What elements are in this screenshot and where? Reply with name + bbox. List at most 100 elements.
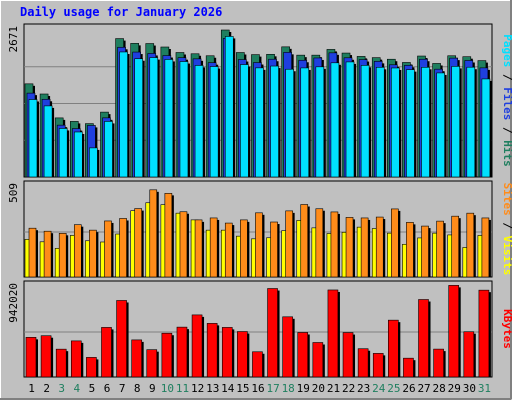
bar-kbytes-day-27	[418, 299, 429, 378]
bar-kbytes-day-8	[131, 339, 142, 378]
bar-pages-day-6	[104, 121, 113, 178]
bar-sites-day-10	[164, 193, 173, 278]
bar-pages-day-26	[406, 69, 415, 178]
bar-sites-day-12	[194, 219, 203, 278]
bar-kbytes-day-11	[176, 326, 188, 378]
bar-pages-day-16	[255, 67, 264, 178]
bar-kbytes-day-23	[357, 348, 369, 378]
bar-kbytes-day-1	[25, 337, 37, 378]
bar-sites-day-15	[240, 219, 248, 278]
chart-title: Daily usage for January 2026	[20, 5, 222, 19]
bar-kbytes-day-5	[86, 357, 97, 378]
panel-kbytes: 942020 KBytes	[7, 280, 512, 378]
bar-kbytes-day-19	[297, 332, 309, 378]
bar-pages-day-17	[270, 65, 279, 178]
bar-kbytes-day-25	[388, 319, 399, 378]
x-label-day-4: 4	[74, 382, 81, 395]
bar-sites-day-7	[119, 218, 127, 278]
bar-sites-day-21	[330, 211, 339, 278]
x-label-day-31: 31	[478, 382, 491, 395]
bar-pages-day-1	[28, 99, 38, 178]
bar-sites-day-6	[104, 220, 112, 278]
x-label-day-24: 24	[372, 382, 386, 395]
x-label-day-30: 30	[463, 382, 476, 395]
x-label-day-23: 23	[357, 382, 370, 395]
bar-sites-day-14	[224, 222, 233, 278]
bar-kbytes-day-17	[267, 288, 278, 378]
bar-pages-day-20	[315, 66, 325, 178]
bar-kbytes-day-24	[372, 353, 384, 378]
legend-item: Files	[501, 87, 512, 120]
x-label-day-17: 17	[266, 382, 279, 395]
bar-pages-day-25	[391, 67, 400, 178]
x-label-day-8: 8	[134, 382, 141, 395]
bar-sites-day-17	[270, 221, 278, 278]
bar-pages-day-12	[194, 65, 204, 178]
bar-kbytes-day-31	[478, 289, 490, 378]
bar-sites-day-1	[28, 227, 37, 278]
bar-kbytes-day-2	[40, 335, 52, 378]
x-label-day-15: 15	[236, 382, 249, 395]
bar-pages-day-13	[209, 66, 219, 178]
panel-hits-files-pages: 2671 Pages / Files / Hits	[7, 23, 512, 178]
bar-pages-day-9	[149, 57, 159, 178]
bar-pages-day-28	[436, 72, 445, 178]
bar-pages-day-15	[240, 64, 249, 178]
bar-pages-day-19	[300, 67, 310, 178]
bar-pages-day-29	[451, 66, 461, 178]
bar-pages-day-21	[330, 62, 340, 178]
x-label-day-3: 3	[58, 382, 65, 395]
x-label-day-5: 5	[89, 382, 96, 395]
bar-pages-day-7	[119, 51, 128, 178]
bar-kbytes-day-18	[282, 316, 293, 378]
bar-pages-day-10	[164, 59, 174, 178]
bar-kbytes-day-22	[342, 332, 354, 378]
bar-pages-day-14	[224, 36, 234, 178]
bar-kbytes-day-20	[312, 342, 324, 378]
x-label-day-2: 2	[43, 382, 50, 395]
x-axis-labels: 1 2 3 4 5 6 7 8 9 10 11 12 13 14 15 16 17 18 19 20 21 22 23 24 2…	[28, 382, 491, 395]
x-label-day-13: 13	[206, 382, 219, 395]
bar-sites-day-3	[58, 233, 67, 278]
legend-visits-sites: Sites / Visits	[501, 183, 512, 276]
bar-sites-day-13	[209, 217, 218, 278]
x-label-day-27: 27	[417, 382, 430, 395]
bar-sites-day-29	[451, 215, 460, 278]
x-label-day-12: 12	[191, 382, 204, 395]
bar-pages-day-31	[481, 78, 491, 178]
bar-kbytes-day-14	[221, 327, 233, 378]
bar-sites-day-23	[360, 217, 369, 278]
legend-kbytes: KBytes	[501, 309, 512, 349]
bar-pages-day-30	[466, 66, 476, 178]
bar-sites-day-24	[375, 216, 384, 278]
x-label-day-16: 16	[251, 382, 264, 395]
bar-sites-day-16	[255, 212, 263, 278]
y-max-label: 509	[7, 183, 20, 203]
legend-item: Visits	[501, 236, 512, 276]
legend-item: Pages	[501, 34, 512, 67]
bar-pages-day-3	[58, 128, 68, 178]
bar-kbytes-day-21	[327, 289, 339, 378]
bar-kbytes-day-3	[55, 348, 67, 378]
panel-visits-sites: 509 Sites / Visits	[7, 180, 512, 278]
bar-sites-day-25	[391, 208, 399, 278]
bar-sites-day-18	[285, 210, 293, 278]
x-label-day-22: 22	[342, 382, 355, 395]
bar-sites-day-9	[149, 189, 158, 278]
y-max-label: 942020	[7, 283, 20, 323]
bar-pages-day-24	[375, 67, 385, 178]
bar-kbytes-day-16	[252, 351, 263, 378]
x-label-day-21: 21	[327, 382, 340, 395]
bar-pages-day-8	[134, 58, 143, 178]
bar-sites-day-2	[43, 230, 52, 278]
bar-kbytes-day-7	[116, 300, 127, 378]
x-label-day-20: 20	[312, 382, 325, 395]
x-label-day-9: 9	[149, 382, 156, 395]
bar-sites-day-11	[179, 211, 188, 278]
bar-kbytes-day-30	[463, 331, 475, 378]
bar-kbytes-day-6	[101, 327, 112, 378]
legend-item: Sites	[501, 183, 512, 216]
bar-kbytes-day-26	[403, 357, 414, 378]
